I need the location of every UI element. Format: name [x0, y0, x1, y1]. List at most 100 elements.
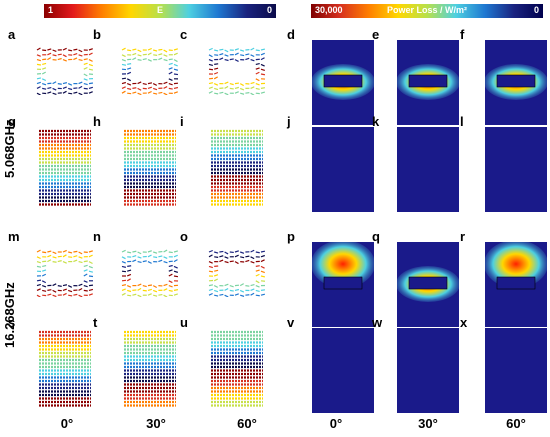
field-arrow [234, 261, 239, 265]
field-arrow [147, 86, 152, 89]
field-arrow [214, 92, 219, 95]
field-arrow [234, 59, 239, 62]
field-arrow [152, 289, 158, 293]
field-arrow [245, 92, 250, 94]
field-arrow [127, 289, 132, 293]
field-arrow [42, 251, 47, 254]
field-arrow [137, 251, 142, 255]
field-arrow [88, 86, 94, 89]
field-arrow [68, 294, 73, 297]
p-colorbar-min: 30,000 [315, 5, 343, 15]
field-arrow [68, 49, 73, 52]
field-arrow [250, 249, 255, 253]
field-arrow [62, 90, 67, 94]
field-arrow [127, 265, 132, 267]
field-arrow [219, 48, 224, 51]
field-arrow [260, 275, 266, 278]
panel-label-d: d [287, 27, 295, 42]
field-arrow [52, 92, 57, 95]
field-arrow [62, 288, 67, 291]
field-arrow [41, 78, 47, 82]
panel-label-p: p [287, 229, 295, 244]
field-arrow [83, 280, 88, 283]
field-arrow [73, 52, 78, 56]
field-arrow [250, 261, 255, 264]
panel-label-v: v [287, 315, 295, 330]
field-arrow [83, 273, 88, 277]
field-arrow [62, 47, 67, 51]
panel-label-w: w [372, 315, 383, 330]
field-arrow [78, 54, 83, 57]
field-arrow [126, 273, 132, 277]
field-arrow [137, 283, 142, 287]
field-arrow [36, 86, 41, 89]
field-arrow [213, 83, 219, 86]
power-loss-panel-v [312, 328, 374, 413]
field-arrow [173, 68, 179, 71]
field-arrow [73, 57, 78, 61]
field-arrow [47, 254, 52, 258]
field-arrow [173, 293, 178, 296]
field-arrow [36, 63, 42, 66]
field-arrow [219, 293, 224, 296]
field-arrow [83, 78, 88, 81]
e-field-panel-s [33, 328, 95, 413]
panel-label-c: c [180, 27, 188, 42]
field-arrow [83, 289, 88, 292]
field-arrow [47, 57, 52, 61]
panel-label-m: m [8, 229, 20, 244]
field-arrow [47, 289, 52, 291]
field-arrow [250, 86, 255, 89]
field-arrow [88, 254, 93, 258]
field-arrow [121, 261, 126, 264]
field-arrow [168, 58, 173, 61]
field-arrow [158, 259, 163, 263]
angle-label-3: 60° [237, 416, 257, 431]
field-arrow [234, 86, 240, 89]
field-arrow [250, 54, 255, 58]
field-arrow [137, 287, 142, 291]
field-arrow [208, 68, 214, 71]
field-arrow [137, 256, 142, 259]
field-arrow [250, 47, 255, 51]
field-arrow [36, 54, 41, 57]
field-arrow [36, 59, 42, 62]
field-arrow [137, 81, 142, 85]
power-loss-panel-f [485, 40, 547, 125]
field-arrow [42, 83, 47, 86]
angle-label-6: 60° [506, 416, 526, 431]
field-arrow [52, 54, 57, 57]
field-arrow [132, 48, 137, 51]
field-arrow [142, 285, 147, 288]
field-arrow [260, 250, 266, 253]
field-arrow [41, 273, 47, 277]
field-arrow [213, 274, 219, 277]
field-arrow [78, 287, 83, 291]
field-arrow [132, 250, 137, 253]
field-arrow [52, 294, 57, 297]
field-arrow [153, 92, 158, 95]
field-arrow [78, 283, 83, 287]
field-arrow [137, 54, 142, 57]
power-loss-panel-d [312, 40, 374, 125]
field-arrow [132, 293, 137, 296]
field-arrow [255, 280, 260, 284]
field-arrow [255, 83, 260, 86]
field-arrow [41, 67, 47, 70]
field-arrow [52, 261, 57, 263]
field-arrow [168, 280, 173, 284]
field-arrow [250, 92, 255, 95]
field-arrow [208, 59, 213, 62]
field-arrow [73, 259, 78, 263]
e-field-panel-u [205, 328, 267, 413]
field-arrow [173, 270, 179, 273]
field-arrow [132, 259, 137, 263]
field-arrow [127, 49, 132, 52]
field-arrow [67, 83, 73, 86]
field-arrow [250, 288, 255, 291]
field-arrow [255, 269, 260, 272]
field-arrow [88, 265, 93, 269]
field-arrow [213, 76, 218, 80]
field-arrow [173, 63, 178, 67]
field-arrow [173, 250, 179, 253]
